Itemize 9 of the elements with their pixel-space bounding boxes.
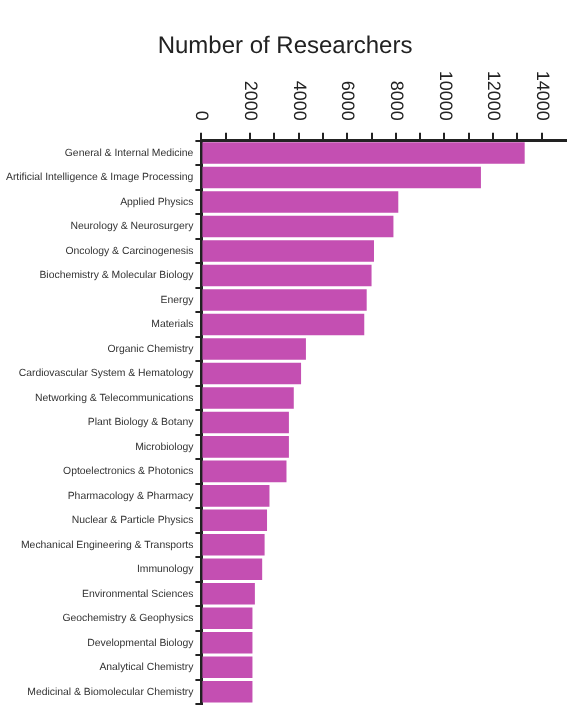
x-tick-label: 6000: [338, 80, 359, 121]
x-tick-label: 12000: [484, 70, 505, 121]
x-tick-label: 0: [192, 110, 213, 121]
x-tick-label: 2000: [241, 80, 262, 121]
x-tick-label: 14000: [532, 70, 553, 121]
chart-title: Number of Researchers: [157, 31, 413, 60]
x-tick-label: 10000: [435, 70, 456, 121]
x-tick-label: 8000: [386, 80, 407, 121]
x-tick-label: 4000: [289, 80, 310, 121]
